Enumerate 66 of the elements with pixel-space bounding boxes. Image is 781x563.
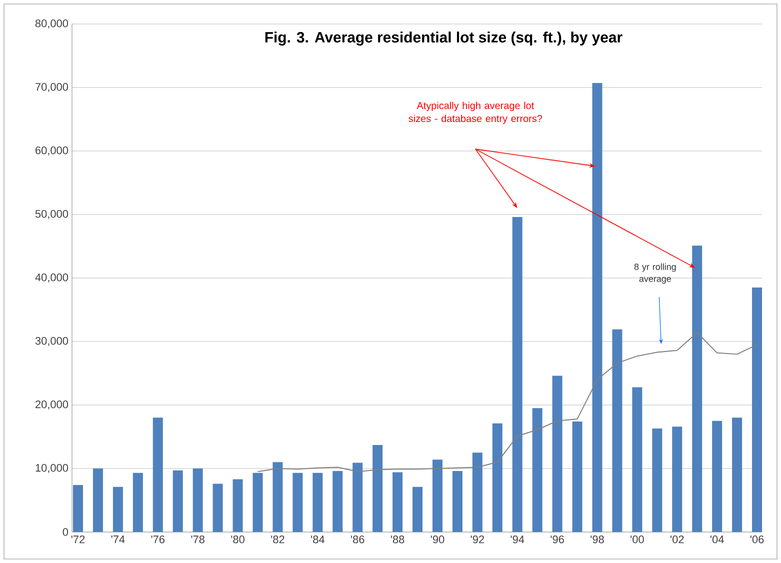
bar: [672, 426, 682, 532]
bar: [252, 472, 263, 532]
line-series: [257, 332, 758, 472]
x-tick-label: '74: [111, 536, 125, 544]
bar: [332, 471, 343, 532]
bar: [172, 470, 183, 532]
x-tick-label: '94: [510, 536, 524, 544]
bar: [452, 471, 462, 532]
y-tick-label: 20,000: [36, 400, 68, 410]
x-tick-label: '78: [191, 536, 204, 544]
bar: [512, 217, 522, 532]
y-tick-label: 40,000: [35, 273, 68, 283]
x-tick-label: '96: [550, 536, 564, 544]
x-tick-label: '04: [710, 536, 724, 544]
x-tick-label: '84: [311, 536, 324, 544]
bar: [412, 486, 423, 532]
x-tick-label: '02: [670, 536, 684, 544]
bar: [92, 468, 103, 532]
x-tick-label: '76: [151, 536, 165, 544]
bar: [392, 472, 403, 532]
y-tick-label: 80,000: [35, 19, 68, 29]
bar: [692, 246, 702, 532]
bar: [132, 472, 143, 532]
x-tick-label: '82: [271, 536, 284, 544]
bar: [612, 329, 622, 532]
chart-title: Fig. 3. Average residential lot size (sq. ft.), by year: [265, 32, 622, 46]
bar: [372, 444, 383, 532]
annotation: 8 yr rolling average: [634, 263, 676, 284]
bar: [312, 472, 323, 532]
y-tick-label: 50,000: [35, 210, 68, 220]
x-tick-label: '90: [430, 536, 444, 544]
bar: [632, 387, 642, 532]
bar: [112, 486, 123, 532]
bar: [552, 376, 562, 532]
bar: [272, 462, 283, 532]
x-tick-label: '88: [390, 536, 404, 544]
y-tick-label: 30,000: [35, 336, 68, 346]
bar: [492, 423, 502, 532]
y-tick-label: 60,000: [36, 146, 68, 156]
bar: [572, 421, 582, 532]
y-tick-label: 70,000: [36, 82, 68, 92]
bar: [212, 484, 223, 532]
bar: [432, 460, 442, 532]
bar: [592, 83, 602, 532]
x-tick-label: '72: [71, 536, 85, 544]
x-tick-label: '80: [231, 536, 244, 544]
x-tick-label: '06: [750, 536, 764, 544]
bar: [352, 462, 363, 532]
bar: [232, 479, 243, 532]
bar: [73, 484, 83, 532]
bar: [152, 418, 163, 532]
x-tick-label: '86: [351, 536, 364, 544]
bar: [192, 468, 203, 532]
x-tick-label: '98: [590, 536, 604, 544]
annotation: Atypically high average lot sizes - database entry errors?: [408, 102, 542, 124]
bar: [652, 428, 662, 532]
y-tick-label: 10,000: [36, 464, 68, 474]
y-tick-label: 0: [62, 528, 68, 536]
bar: [732, 418, 742, 532]
bar: [532, 408, 542, 532]
x-tick-label: '92: [470, 536, 484, 544]
bar: [472, 452, 482, 532]
bar: [752, 288, 762, 532]
bar: [292, 472, 303, 532]
bar: [712, 420, 722, 532]
x-tick-label: '00: [630, 536, 644, 544]
